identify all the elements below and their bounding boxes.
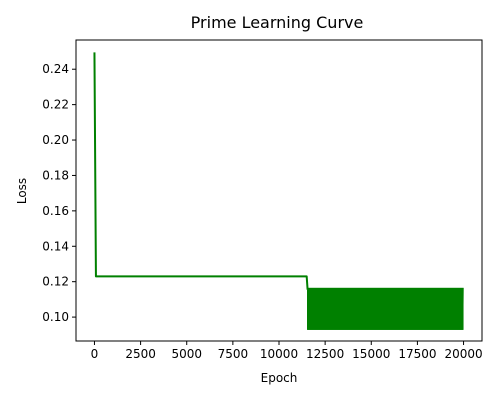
- y-axis-label: Loss: [15, 178, 29, 204]
- y-tick-label: 0.14: [42, 239, 69, 253]
- x-axis-label: Epoch: [261, 371, 298, 385]
- x-tick-label: 10000: [260, 347, 298, 361]
- x-tick-label: 20000: [444, 347, 482, 361]
- y-tick-label: 0.18: [42, 168, 69, 182]
- x-tick-label: 12500: [306, 347, 344, 361]
- series-line: [93, 52, 309, 290]
- x-axis-ticks: 0 2500 5000 7500 10000 12500 15000 17500 20000: [91, 341, 483, 361]
- x-tick-label: 15000: [352, 347, 390, 361]
- y-tick-label: 0.20: [42, 133, 69, 147]
- y-tick-label: 0.12: [42, 275, 69, 289]
- y-axis-ticks: 0.10 0.12 0.14 0.16 0.18 0.20 0.22 0.24: [42, 62, 76, 324]
- y-tick-label: 0.10: [42, 310, 69, 324]
- x-tick-label: 2500: [125, 347, 156, 361]
- series-layer: [93, 52, 464, 330]
- y-tick-label: 0.22: [42, 98, 69, 112]
- y-tick-label: 0.16: [42, 204, 69, 218]
- y-tick-label: 0.24: [42, 62, 69, 76]
- chart-title: Prime Learning Curve: [191, 13, 364, 32]
- series-oscillation: [307, 287, 464, 330]
- plot-area: [75, 39, 483, 342]
- x-tick-label: 7500: [218, 347, 249, 361]
- x-tick-label: 17500: [398, 347, 436, 361]
- x-tick-label: 0: [91, 347, 99, 361]
- series-oscillation-band: [307, 287, 464, 330]
- x-tick-label: 5000: [171, 347, 202, 361]
